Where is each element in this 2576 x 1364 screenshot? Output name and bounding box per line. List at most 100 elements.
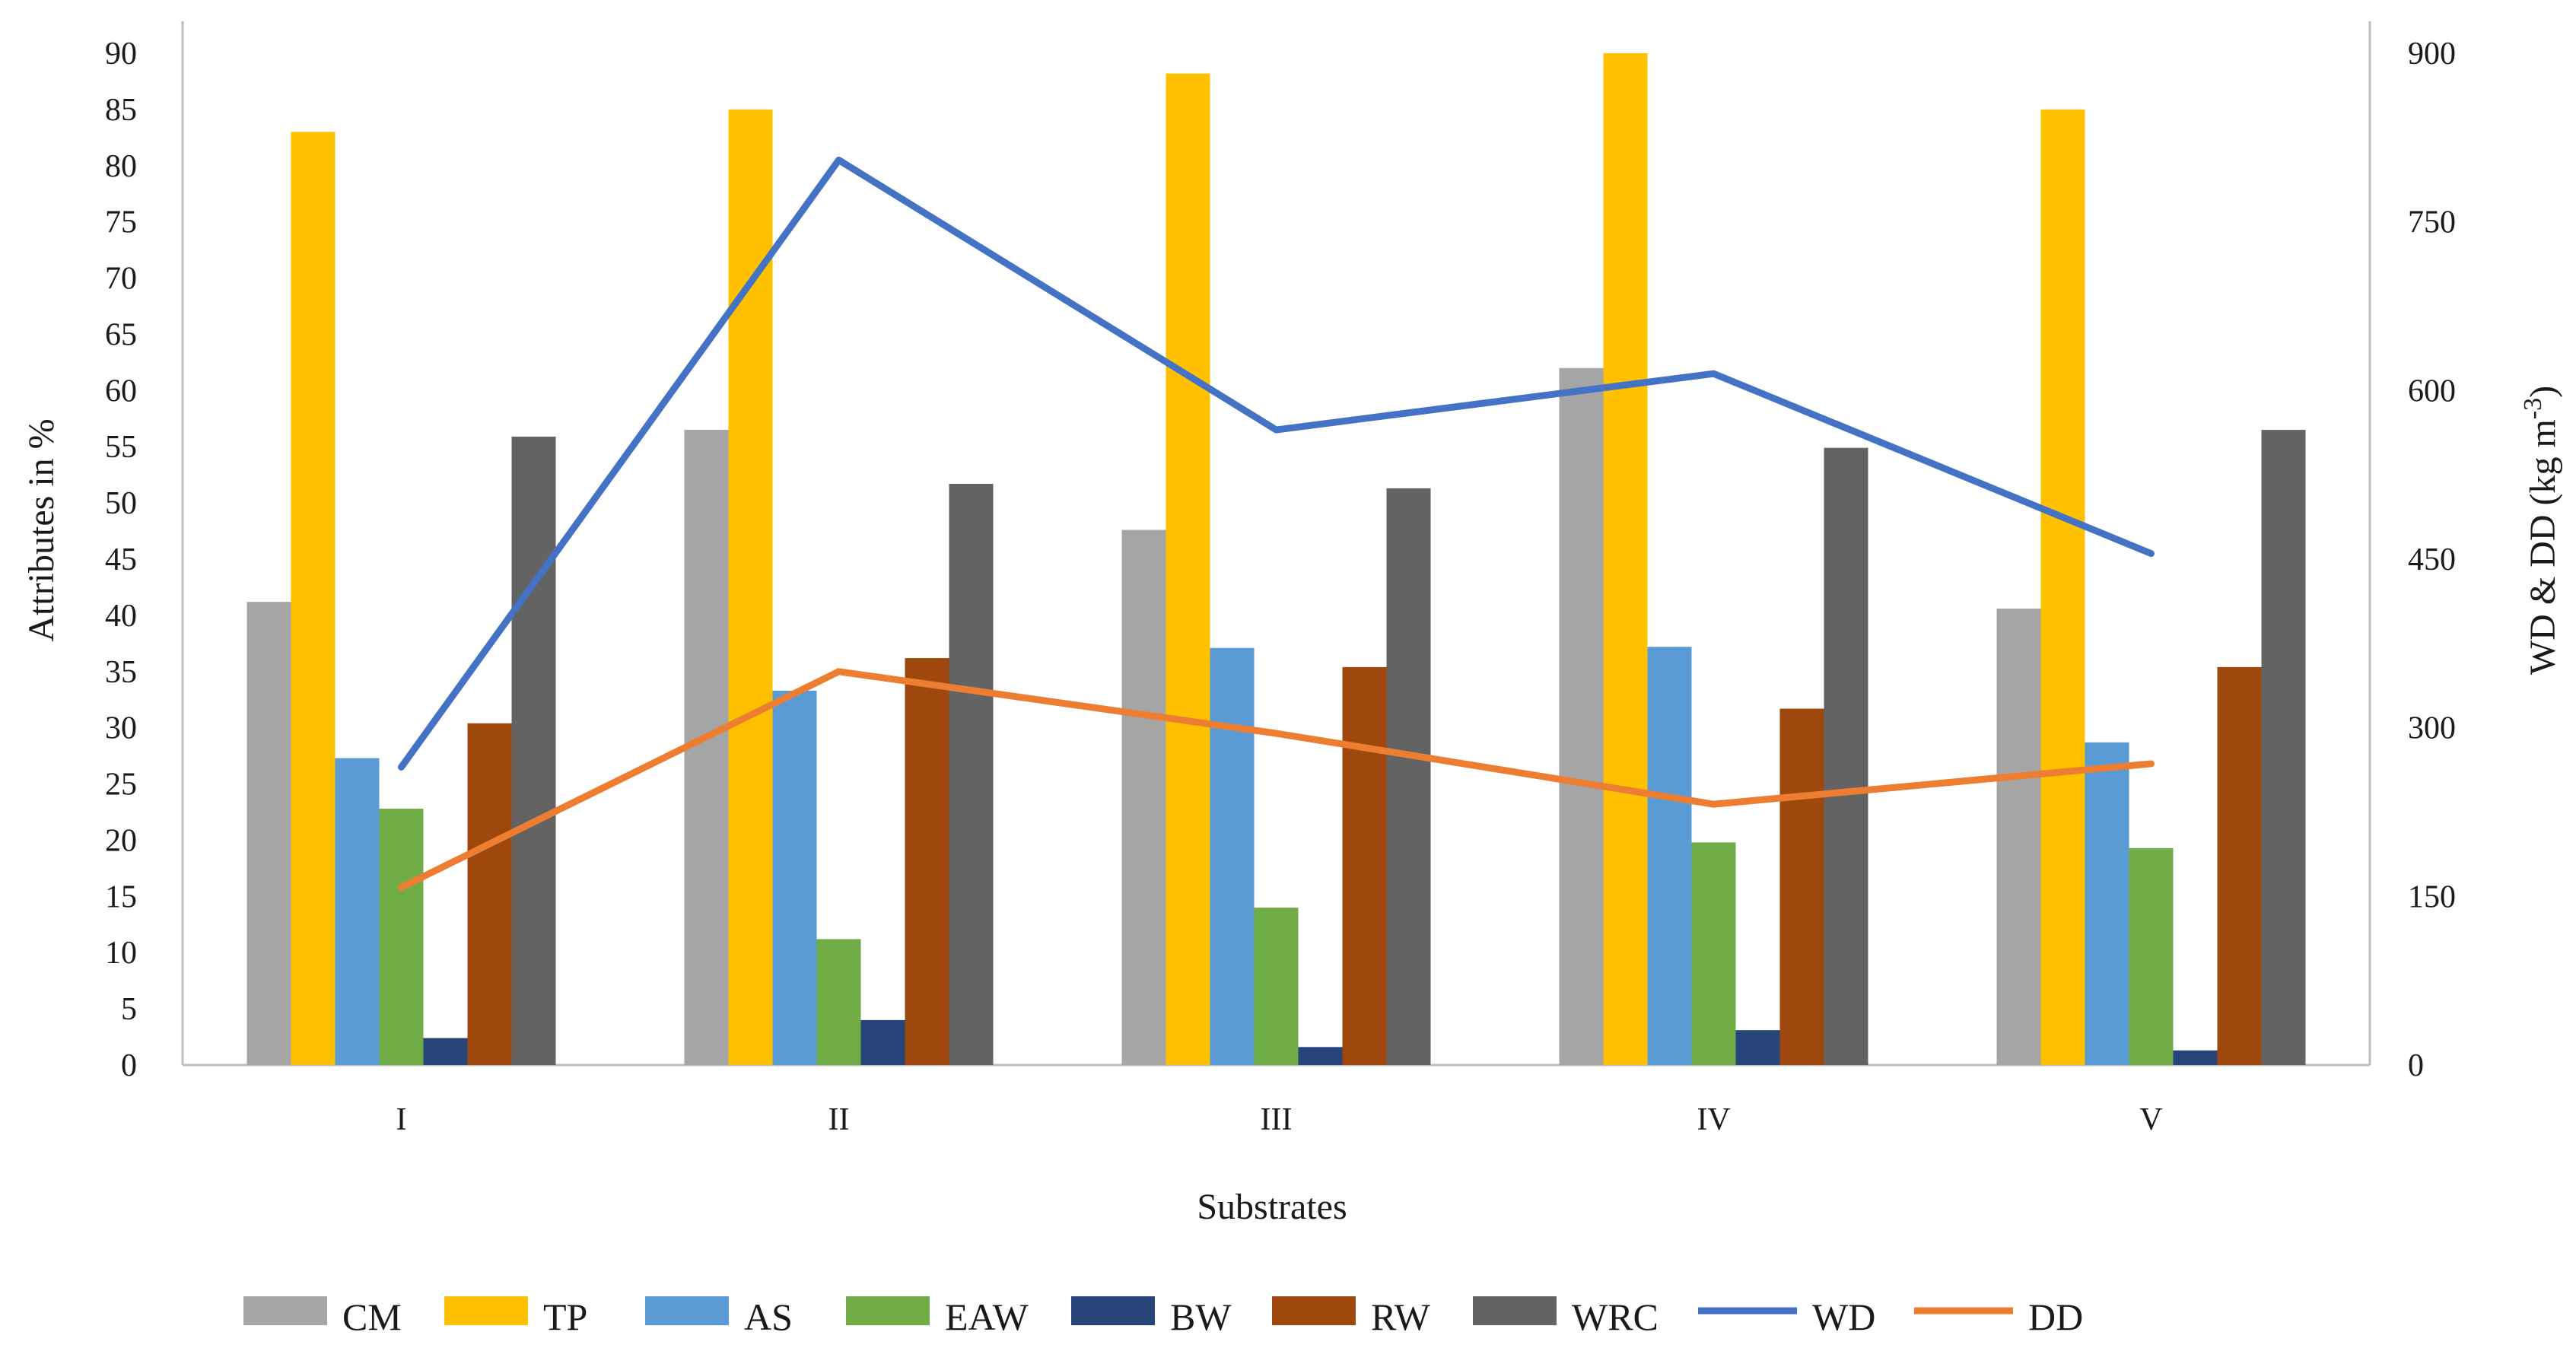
- y-tick-label: 0: [121, 1048, 137, 1083]
- bar-bw-iii: [1298, 1047, 1343, 1065]
- bar-rw-ii: [905, 658, 949, 1065]
- bar-tp-i: [291, 132, 336, 1065]
- bar-bw-iv: [1735, 1030, 1780, 1065]
- legend-item-eaw: EAW: [846, 1296, 1029, 1338]
- bar-rw-v: [2217, 666, 2262, 1065]
- legend-swatch: [1473, 1296, 1557, 1325]
- legend-item-as: AS: [645, 1296, 793, 1338]
- legend: CM TP AS EAW BW RW WRC WD DD: [243, 1296, 2083, 1338]
- legend-swatch: [645, 1296, 729, 1325]
- y2-tick-label: 150: [2408, 879, 2456, 914]
- bar-wrc-ii: [949, 483, 994, 1065]
- lines: [398, 156, 2155, 892]
- bars: [246, 53, 2306, 1066]
- bar-tp-iv: [1603, 53, 1648, 1065]
- legend-label: CM: [342, 1296, 402, 1338]
- x-tick-label: V: [2139, 1102, 2162, 1137]
- y2-tick-label: 750: [2408, 205, 2456, 240]
- legend-swatch: [846, 1296, 930, 1325]
- bar-cm-v: [1996, 609, 2041, 1065]
- x-tick-label: IV: [1697, 1102, 1730, 1137]
- legend-label: BW: [1170, 1296, 1232, 1338]
- legend-label: AS: [744, 1296, 793, 1338]
- bar-bw-ii: [860, 1019, 905, 1065]
- bar-rw-i: [467, 723, 512, 1065]
- y2-tick-label: 600: [2408, 374, 2456, 409]
- y-tick-label: 20: [105, 823, 137, 858]
- bar-rw-iii: [1342, 666, 1387, 1065]
- y-tick-label: 10: [105, 936, 137, 971]
- x-tick-label: I: [396, 1102, 407, 1137]
- axis-labels: 0510152025303540455055606570758085900150…: [105, 37, 2456, 1137]
- bar-as-i: [335, 758, 380, 1065]
- line-wd: [398, 156, 2155, 771]
- bar-wrc-iv: [1824, 447, 1868, 1065]
- bar-eaw-iv: [1691, 842, 1736, 1065]
- y-tick-label: 90: [105, 37, 137, 72]
- y-tick-label: 35: [105, 655, 137, 690]
- bar-tp-ii: [728, 109, 773, 1065]
- legend-label: WD: [1812, 1296, 1875, 1338]
- legend-label: TP: [543, 1296, 587, 1338]
- bar-cm-i: [246, 602, 291, 1065]
- bar-eaw-iii: [1254, 908, 1299, 1065]
- bar-eaw-ii: [816, 939, 861, 1065]
- bar-as-v: [2085, 742, 2129, 1065]
- bar-wrc-i: [511, 436, 556, 1065]
- bar-tp-iii: [1166, 73, 1210, 1066]
- legend-label: DD: [2028, 1296, 2083, 1338]
- legend-item-wrc: WRC: [1473, 1296, 1658, 1338]
- y-tick-label: 75: [105, 205, 137, 240]
- legend-label: WRC: [1572, 1296, 1658, 1338]
- y-tick-label: 25: [105, 768, 137, 803]
- y2-title-main: WD & DD (kg m: [2523, 419, 2563, 675]
- legend-label: RW: [1371, 1296, 1431, 1338]
- y2-tick-label: 900: [2408, 37, 2456, 72]
- y-tick-label: 30: [105, 711, 137, 746]
- legend-item-rw: RW: [1272, 1296, 1431, 1338]
- y-tick-label: 50: [105, 486, 137, 521]
- bar-eaw-v: [2129, 847, 2174, 1065]
- y-tick-label: 80: [105, 149, 137, 184]
- bar-as-iii: [1210, 647, 1255, 1065]
- line-dd: [398, 668, 2155, 892]
- legend-label: EAW: [945, 1296, 1029, 1338]
- y2-tick-label: 450: [2408, 542, 2456, 577]
- y2-title-sup: -3: [2519, 398, 2547, 419]
- bar-bw-v: [2173, 1050, 2218, 1065]
- bar-rw-iv: [1779, 708, 1824, 1065]
- bar-eaw-i: [379, 809, 424, 1065]
- legend-item-dd: DD: [1914, 1296, 2083, 1338]
- x-tick-label: III: [1261, 1102, 1293, 1137]
- bar-wrc-v: [2261, 430, 2306, 1065]
- y-tick-label: 15: [105, 879, 137, 914]
- y-tick-label: 55: [105, 430, 137, 465]
- bar-cm-iv: [1559, 367, 1604, 1065]
- y-tick-label: 65: [105, 317, 137, 352]
- bar-bw-i: [423, 1038, 468, 1065]
- y2-tick-label: 300: [2408, 711, 2456, 746]
- y-tick-label: 40: [105, 599, 137, 634]
- legend-swatch: [243, 1296, 327, 1325]
- y2-title-close: ): [2523, 386, 2563, 398]
- x-tick-label: II: [828, 1102, 850, 1137]
- y-tick-label: 70: [105, 262, 137, 297]
- legend-swatch: [1272, 1296, 1356, 1325]
- x-axis-title: Substrates: [1197, 1187, 1347, 1227]
- y2-tick-label: 0: [2408, 1048, 2424, 1083]
- y-tick-label: 60: [105, 374, 137, 409]
- legend-swatch: [1071, 1296, 1155, 1325]
- y2-axis-title: WD & DD (kg m-3): [2519, 386, 2564, 675]
- legend-item-cm: CM: [243, 1296, 402, 1338]
- y-tick-label: 45: [105, 542, 137, 577]
- y-tick-label: 85: [105, 93, 137, 128]
- bar-cm-iii: [1121, 529, 1166, 1065]
- bar-as-iv: [1647, 647, 1692, 1065]
- legend-item-tp: TP: [444, 1296, 587, 1338]
- legend-swatch: [444, 1296, 528, 1325]
- y-axis-title: Attributes in %: [21, 418, 62, 641]
- y-tick-label: 5: [121, 992, 137, 1027]
- bar-wrc-iii: [1386, 488, 1431, 1065]
- bar-tp-v: [2040, 109, 2085, 1065]
